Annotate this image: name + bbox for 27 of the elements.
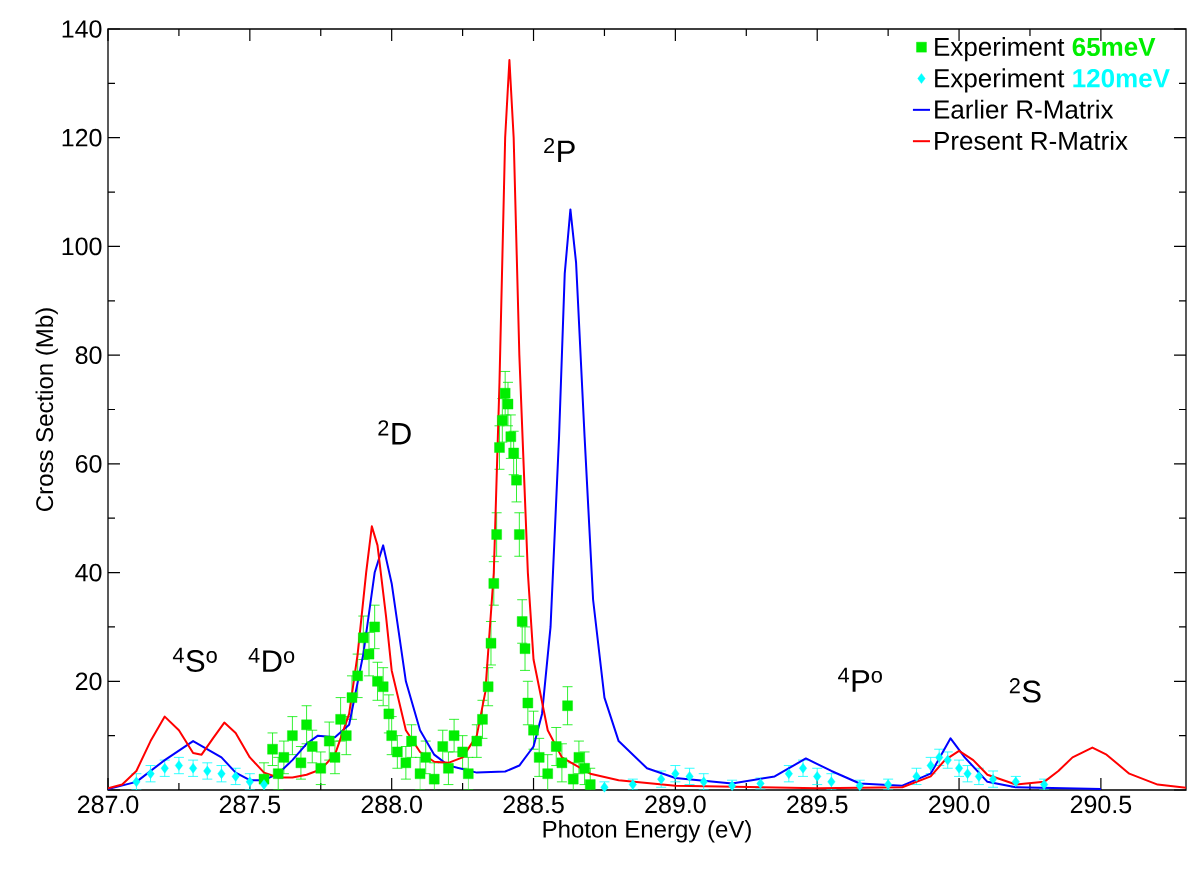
legend-label: Present R-Matrix xyxy=(935,131,1128,151)
y-tick-label: 80 xyxy=(75,346,102,364)
annotation: $^{2}$P xyxy=(544,137,575,163)
y-tick-label: 60 xyxy=(75,455,102,473)
y-tick-label: 120 xyxy=(62,128,102,147)
y-tick-label: 40 xyxy=(75,563,102,582)
x-axis-title: Photon Energy (eV) xyxy=(543,820,751,843)
x-tick-label: 290.0 xyxy=(929,795,990,814)
annotation: $^{4}$P$^{o}$ xyxy=(838,667,882,692)
y-tick-label: 20 xyxy=(75,672,102,691)
annotation: $^{4}$D$^{o}$ xyxy=(248,647,295,672)
annotation: $^{4}$S$^{o}$ xyxy=(172,647,217,672)
x-tick-label: 290.5 xyxy=(1070,795,1132,814)
x-tick-label: 287.0 xyxy=(77,795,139,814)
legend-label: Earlier R-Matrix xyxy=(935,99,1114,119)
legend-label: Experiment 65meV xyxy=(935,37,1156,62)
x-tick-label: 289.5 xyxy=(787,795,848,814)
y-tick-label: 140 xyxy=(62,20,102,38)
y-axis-title: Cross Section (Mb) xyxy=(35,308,58,511)
y-tick-label: 100 xyxy=(62,237,102,256)
annotation: $^{2}$S xyxy=(1009,678,1041,703)
x-tick-label: 289.0 xyxy=(645,795,706,814)
annotation: $^{2}$D xyxy=(378,420,411,445)
legend-label: Experiment 120meV xyxy=(935,68,1170,93)
x-tick-label: 288.0 xyxy=(361,795,422,814)
x-tick-label: 288.5 xyxy=(503,795,564,814)
x-tick-label: 287.5 xyxy=(219,795,281,814)
